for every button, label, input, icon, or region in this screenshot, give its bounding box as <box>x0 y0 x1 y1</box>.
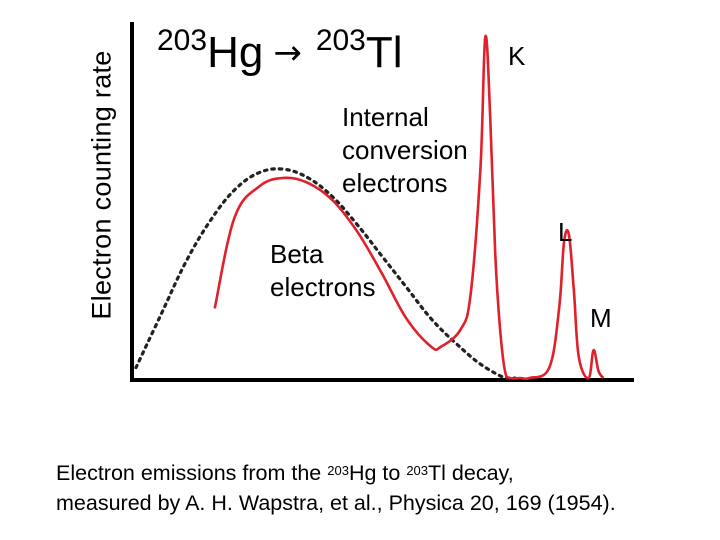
caption-tl-mass: 203 <box>406 463 429 478</box>
annotation-line: Internal <box>342 102 429 132</box>
caption-text: Electron emissions from the <box>56 461 328 485</box>
caption-line-2: measured by A. H. Wapstra, et al., Physi… <box>56 491 616 515</box>
title-daughter-mass: 203 <box>315 24 366 57</box>
annotation-line: electrons <box>342 168 448 198</box>
annotation-l: L <box>558 217 573 247</box>
annotation-k: K <box>508 41 526 71</box>
annotation-m: M <box>590 303 612 333</box>
y-axis-label: Electron counting rate <box>86 50 117 320</box>
annotation-line: electrons <box>270 272 376 302</box>
series-beta-dotted-line <box>134 167 517 381</box>
title-arrow: → <box>273 33 302 73</box>
y-axis-label-wrap: Electron counting rate <box>72 20 132 350</box>
title-daughter-symbol: Tl <box>365 28 403 77</box>
caption-hg-symbol: Hg to <box>348 461 407 485</box>
title-parent-mass: 203 <box>157 24 208 57</box>
annotation-line: conversion <box>342 135 468 165</box>
caption-hg-mass: 203 <box>327 463 349 478</box>
annotation-beta-electrons: Beta electrons <box>270 238 376 304</box>
annotation-internal-conversion: Internal conversion electrons <box>342 101 468 200</box>
series-measured-spectrum-line <box>213 34 605 381</box>
caption-tl-symbol: Tl decay, <box>428 461 514 485</box>
series-layer <box>134 34 605 381</box>
title-parent-symbol: Hg <box>207 28 264 77</box>
axes <box>130 22 634 382</box>
annotation-line: Beta <box>270 239 324 269</box>
chart-title: 203Hg → 203Tl <box>157 24 403 78</box>
figure-caption: Electron emissions from the 203Hg to 203… <box>56 458 616 518</box>
caption-line-1: Electron emissions from the 203Hg to 203… <box>56 458 616 488</box>
